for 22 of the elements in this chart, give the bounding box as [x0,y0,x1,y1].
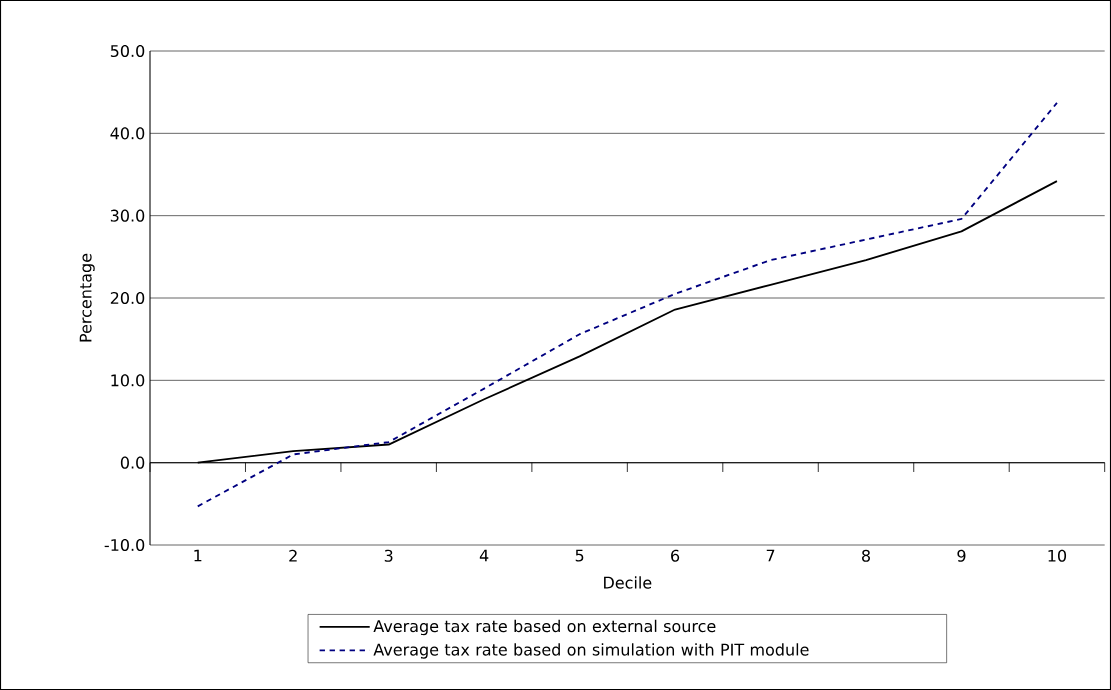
x-tick-label: 6 [671,549,680,562]
line-series [196,101,1058,508]
x-tick-label: 4 [479,549,489,562]
y-tick-label: 0.0 [120,456,145,469]
legend-label: Average tax rate based on simulation with PIT module [373,643,809,659]
legend-label: Average tax rate based on external source [373,619,716,636]
x-tick-label: 10 [1048,549,1067,562]
y-tick-label: 20.0 [110,291,145,305]
x-tick-label: 5 [575,549,584,562]
y-tick-label: 30.0 [110,209,145,222]
x-tick-label: 7 [766,549,775,562]
x-tick-label: 8 [862,549,870,562]
x-axis-title: Decile [604,576,652,589]
y-tick-label: -10.0 [104,538,145,552]
x-tick-label: 9 [957,549,966,562]
x-tick-label: 2 [289,549,297,562]
y-tick-label: 40.0 [110,127,145,140]
x-tick-label: 1 [194,549,202,562]
y-tick-label: 10.0 [111,374,145,387]
x-tick-label: 3 [384,549,393,562]
y-tick-label: 50.0 [110,44,145,58]
y-axis-title: Percentage [79,253,95,342]
